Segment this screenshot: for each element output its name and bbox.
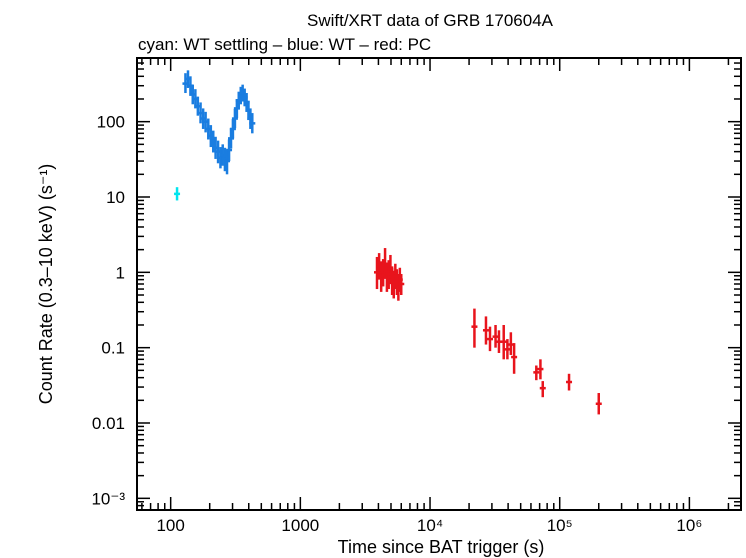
chart-subtitle: cyan: WT settling – blue: WT – red: PC <box>138 35 431 54</box>
plot-frame <box>136 57 742 511</box>
y-axis-tick-labels: 10⁻³ 0.01 0.1 1 10 100 <box>91 113 125 509</box>
y-tick-label: 10⁻³ <box>91 489 125 508</box>
y-tick-label: 0.1 <box>101 339 125 358</box>
x-tick-label: 100 <box>156 516 184 535</box>
y-tick-label: 10 <box>106 188 125 207</box>
plot-border <box>136 57 742 511</box>
y-tick-label: 1 <box>116 263 125 282</box>
x-tick-label: 10⁴ <box>417 516 443 535</box>
x-tick-label: 1000 <box>281 516 319 535</box>
chart-title: Swift/XRT data of GRB 170604A <box>307 11 554 30</box>
x-axis-ticks <box>141 58 730 510</box>
data-points <box>174 70 602 415</box>
y-tick-label: 100 <box>97 113 125 132</box>
series-0 <box>174 187 181 201</box>
x-axis-label: Time since BAT trigger (s) <box>338 537 545 557</box>
x-tick-label: 10⁶ <box>676 516 702 535</box>
series-2 <box>374 248 602 415</box>
y-axis-label: Count Rate (0.3–10 keV) (s⁻¹) <box>36 164 56 405</box>
y-axis-ticks <box>137 57 741 511</box>
x-tick-label: 10⁵ <box>547 516 573 535</box>
series-1 <box>182 70 256 175</box>
x-axis-tick-labels: 100 1000 10⁴ 10⁵ 10⁶ <box>156 516 702 535</box>
y-tick-label: 0.01 <box>92 414 125 433</box>
